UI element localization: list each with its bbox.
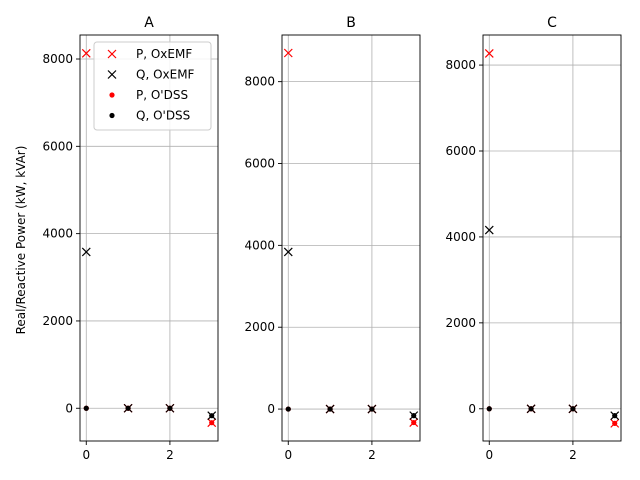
data-markers: [484, 49, 620, 428]
legend-label: Q, O'DSS: [136, 109, 190, 123]
grid: [483, 35, 621, 441]
point-q-oxemf-0: [81, 247, 91, 257]
legend-box: [93, 41, 212, 131]
x-tick-label: 0: [82, 448, 90, 462]
panel-title: C: [547, 15, 557, 31]
x-stroke: [283, 247, 293, 257]
point-q-o-dss-3: [612, 413, 618, 419]
point-q-o-dss-2: [167, 405, 173, 411]
legend-label: P, O'DSS: [136, 88, 188, 102]
point-q-o-dss-1: [125, 405, 131, 411]
x-stroke: [484, 49, 494, 58]
point-q-oxemf-0: [283, 247, 293, 257]
point-q-oxemf-0: [484, 225, 494, 235]
point-q-o-dss-0: [83, 405, 89, 411]
y-axis-label: Real/Reactive Power (kW, kVAr): [14, 146, 28, 335]
y-tick-label: 8000: [244, 75, 275, 89]
x-tick-label: 0: [485, 448, 493, 462]
legend-marker: [109, 112, 115, 119]
legend-label: Q, OxEMF: [136, 68, 195, 82]
point-q-o-dss-1: [327, 406, 333, 412]
axes-frame: [79, 34, 219, 442]
y-tick-label: 4000: [445, 230, 476, 244]
y-tick-label: 2000: [445, 316, 476, 330]
panel-title: B: [346, 15, 356, 31]
legend: P, OxEMF Q, OxEMF P, O'DSS Q, O'DSS: [93, 41, 212, 131]
y-tick-label: 6000: [445, 144, 476, 158]
point-q-o-dss-0: [285, 406, 291, 412]
point-p-oxemf-0: [484, 49, 494, 58]
point-q-o-dss-1: [528, 406, 534, 412]
x-tick-label: 2: [166, 448, 174, 462]
point-p-o-dss-3: [209, 420, 215, 426]
legend-marker: [107, 49, 117, 59]
data-markers: [283, 48, 419, 428]
y-tick-label: 0: [267, 402, 275, 416]
legend-marker: [109, 92, 115, 98]
panel-title: A: [144, 15, 154, 31]
axes-frame: [281, 34, 421, 442]
y-tick-label: 4000: [244, 238, 275, 252]
axes-frame: [482, 34, 622, 442]
x-stroke: [81, 247, 91, 257]
data-markers: [81, 48, 217, 428]
point-p-oxemf-0: [283, 48, 293, 58]
panel-c: 0 2 0 2000 4000 6000 8000 C: [445, 15, 622, 462]
x-stroke: [484, 225, 494, 235]
point-p-oxemf-0: [81, 48, 91, 58]
x-tick-label: 0: [284, 448, 292, 462]
point-p-o-dss-3: [612, 420, 618, 426]
y-tick-label: 2000: [244, 320, 275, 334]
point-q-o-dss-2: [570, 406, 576, 412]
y-tick-label: 2000: [42, 314, 73, 328]
y-tick-label: 0: [65, 401, 73, 415]
point-q-o-dss-0: [486, 406, 492, 412]
y-tick-label: 6000: [42, 139, 73, 153]
point-q-o-dss-3: [411, 413, 417, 419]
x-tick-label: 2: [368, 448, 376, 462]
y-tick-label: 0: [468, 402, 476, 416]
point-q-o-dss-2: [369, 406, 375, 412]
x-stroke: [107, 49, 117, 59]
legend-marker: [107, 70, 117, 79]
grid: [282, 35, 420, 441]
x-tick-label: 2: [569, 448, 577, 462]
point-q-o-dss-3: [209, 413, 215, 419]
x-stroke: [283, 48, 293, 58]
panel-b: 0 2 0 2000 4000 6000 8000 B: [244, 15, 421, 462]
legend-label: P, OxEMF: [136, 47, 192, 61]
point-p-o-dss-3: [411, 419, 417, 426]
y-tick-label: 4000: [42, 227, 73, 241]
y-tick-label: 8000: [42, 52, 73, 66]
x-stroke: [107, 70, 117, 79]
y-tick-label: 8000: [445, 58, 476, 72]
y-tick-label: 6000: [244, 157, 275, 171]
x-stroke: [81, 48, 91, 58]
